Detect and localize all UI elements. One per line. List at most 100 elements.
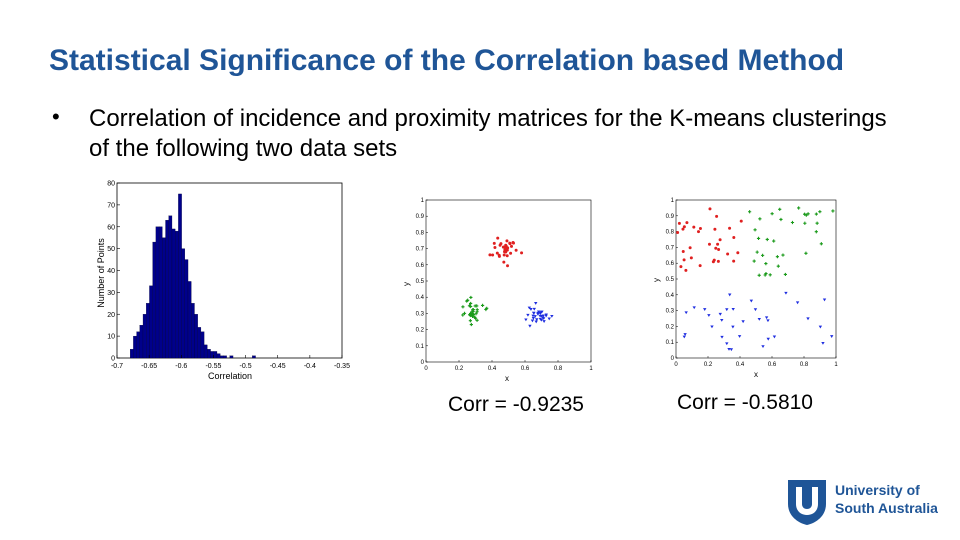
scatter-ytick-label: 0	[421, 360, 425, 366]
scatter-point-blue-triangle	[524, 318, 528, 322]
scatter-ytick-label: 0.7	[666, 245, 675, 251]
scatter-point-green-plus	[768, 273, 772, 277]
hist-bar	[162, 237, 166, 359]
hist-bar	[178, 193, 182, 359]
hist-ytick-label: 50	[107, 246, 115, 253]
hist-xtick-label: -0.45	[270, 363, 286, 370]
hist-bar	[171, 228, 176, 359]
scatter-point-blue-triangle	[547, 317, 551, 321]
scatter-point-red-dot	[736, 251, 740, 255]
scatter-point-red-dot	[520, 251, 524, 255]
scatter-point-blue-triangle	[720, 319, 724, 322]
scatter-point-blue-triangle	[822, 298, 827, 302]
hist-xtick-label: -0.7	[111, 363, 123, 370]
scatter-point-green-plus	[470, 314, 475, 318]
scatter-point-blue-triangle	[534, 320, 538, 324]
hist-bar	[229, 355, 234, 359]
hist-bar	[136, 331, 140, 359]
scatter-point-green-plus	[474, 312, 478, 316]
hist-bar	[197, 327, 202, 359]
scatter-point-red-dot	[726, 252, 730, 256]
scatter-point-green-plus	[797, 206, 801, 210]
scatter-point-green-plus	[469, 322, 473, 327]
scatter-point-red-dot	[716, 242, 720, 246]
scatter-point-blue-triangle	[530, 319, 535, 323]
scatter-point-green-plus	[790, 220, 795, 225]
scatter-point-green-plus	[468, 312, 473, 316]
hist-bar	[213, 351, 218, 359]
hist-ytick-label: 30	[107, 290, 115, 297]
scatter-point-green-plus	[804, 213, 808, 217]
scatter2-ylabel: y	[652, 278, 661, 282]
hist-bar	[155, 226, 160, 359]
scatter-point-green-plus	[752, 259, 756, 263]
scatter-point-green-plus	[764, 271, 768, 276]
hist-ytick-label: 20	[107, 312, 115, 319]
scatter-point-blue-triangle	[682, 335, 686, 339]
scatter-point-blue-triangle	[830, 335, 834, 338]
scatter-point-red-dot	[681, 227, 685, 231]
scatter-point-green-plus	[831, 209, 835, 213]
scatter-xtick-label: 0.2	[455, 366, 464, 372]
corr-value-2: Corr = -0.5810	[677, 391, 813, 414]
scatter1-ylabel: y	[402, 282, 411, 286]
scatter-point-red-dot	[506, 264, 510, 268]
scatter-point-red-dot	[698, 226, 702, 230]
scatter2-xlabel: x	[754, 370, 758, 379]
scatter-point-red-dot	[502, 253, 506, 257]
hist-bar	[181, 248, 185, 359]
scatter-point-red-dot	[685, 221, 689, 225]
scatter-ytick-label: 0.9	[416, 214, 425, 220]
scatter-plot-well-separated: x y 0 0.2 0.4 0.6 0.8 1 0 0.1 0.2 0.3 0.4 0.5 0.6 0.7…	[402, 198, 593, 383]
hist-ytick-label: 70	[107, 202, 115, 209]
hist-bar	[165, 220, 169, 359]
hist-xtick-label: -0.35	[334, 363, 350, 370]
scatter-point-blue-triangle	[761, 345, 765, 349]
scatter-point-blue-triangle	[703, 308, 707, 311]
scatter-point-blue-triangle	[536, 311, 540, 315]
scatter-point-green-plus	[757, 273, 761, 277]
scatter-point-green-plus	[770, 212, 774, 216]
scatter-ytick-label: 0.1	[666, 340, 675, 346]
scatter-axes-box	[675, 199, 837, 359]
scatter-xtick-label: 0.2	[704, 362, 713, 368]
correlation-histogram: Correlation Number of Points -0.7 -0.65 -0…	[96, 181, 350, 382]
scatter-point-blue-triangle	[725, 308, 729, 312]
scatter-point-blue-triangle	[725, 342, 729, 346]
scatter-point-blue-triangle	[772, 335, 777, 339]
scatter-point-green-plus	[803, 212, 807, 216]
hist-xtick-label: -0.55	[205, 363, 221, 370]
scatter-point-blue-triangle	[541, 316, 545, 320]
hist-bar	[142, 314, 147, 359]
scatter-point-red-dot	[505, 239, 509, 243]
scatter-ytick-label: 0.4	[666, 293, 675, 299]
scatter-point-red-dot	[509, 251, 513, 255]
scatter-point-blue-triangle	[527, 306, 532, 310]
scatter-point-red-dot	[488, 253, 492, 257]
scatter-point-red-dot	[698, 264, 702, 268]
scatter-point-red-dot	[692, 225, 696, 229]
scatter-point-red-dot	[732, 259, 736, 263]
scatter-point-blue-triangle	[766, 319, 770, 323]
scatter-ytick-label: 1	[421, 198, 425, 204]
scatter-ytick-label: 0.6	[666, 261, 675, 267]
scatter-xtick-label: 0.4	[488, 366, 497, 372]
scatter-point-green-plus	[776, 264, 780, 268]
scatter-ytick-label: 0.3	[666, 309, 675, 315]
scatter-point-blue-triangle	[818, 325, 823, 329]
scatter-point-red-dot	[504, 250, 508, 254]
scatter-point-blue-triangle	[707, 314, 711, 317]
scatter-point-red-dot	[502, 260, 506, 264]
hist-bar	[203, 344, 208, 359]
scatter-point-blue-triangle	[718, 312, 722, 316]
scatter-point-green-plus	[475, 308, 479, 312]
scatter-point-blue-triangle	[795, 301, 800, 305]
scatter-point-blue-triangle	[692, 306, 696, 310]
scatter-point-red-dot	[498, 243, 502, 247]
scatter-point-red-dot	[707, 242, 711, 246]
scatter-ytick-label: 0.8	[666, 230, 675, 236]
scatter-point-blue-triangle	[538, 311, 543, 315]
scatter-point-green-plus	[765, 237, 769, 242]
university-name-line1: University of	[835, 482, 920, 498]
scatter-point-blue-triangle	[757, 317, 761, 321]
